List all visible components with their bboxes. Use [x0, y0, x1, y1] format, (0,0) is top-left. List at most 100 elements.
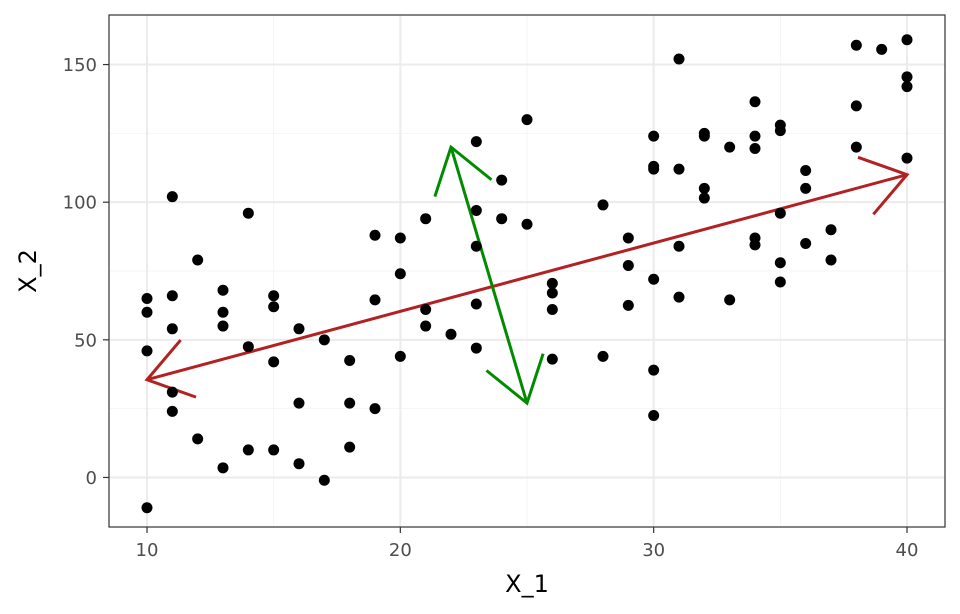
data-point [901, 71, 913, 83]
data-point [445, 328, 457, 340]
data-point [825, 254, 837, 266]
data-point [774, 125, 786, 137]
x-tick-label: 30 [642, 540, 665, 561]
y-axis: 0 50 100 150 [63, 55, 109, 489]
data-point [850, 39, 862, 51]
data-point [724, 141, 736, 153]
y-tick-label: 0 [86, 468, 97, 489]
y-tick-label: 50 [74, 330, 97, 351]
panel-border [108, 14, 946, 528]
data-point [698, 192, 710, 204]
data-point [622, 259, 634, 271]
x-tick-label: 10 [136, 540, 159, 561]
data-point [800, 165, 812, 177]
second-component-arrow [433, 144, 545, 406]
data-point [470, 298, 482, 310]
data-point [774, 207, 786, 219]
data-point [546, 277, 558, 289]
data-point [901, 81, 913, 93]
first-component-head-end [857, 155, 910, 216]
data-point [369, 294, 381, 306]
data-point [242, 341, 254, 353]
data-point [293, 323, 305, 335]
data-point [293, 397, 305, 409]
data-point [369, 229, 381, 241]
data-point [268, 301, 280, 313]
data-point [825, 224, 837, 236]
data-point [774, 276, 786, 288]
data-point [546, 353, 558, 365]
major-gridlines [109, 15, 945, 527]
second-component-head-start [433, 144, 493, 198]
data-point [521, 114, 533, 126]
data-point [166, 290, 178, 302]
data-point [166, 386, 178, 398]
data-point [496, 213, 508, 225]
data-point [242, 207, 254, 219]
data-point [318, 474, 330, 486]
data-point [698, 130, 710, 142]
data-point [192, 433, 204, 445]
data-point [141, 306, 153, 318]
data-point [394, 232, 406, 244]
data-point [344, 441, 356, 453]
data-point [774, 257, 786, 269]
data-point [622, 232, 634, 244]
data-point [141, 502, 153, 514]
data-point [648, 163, 660, 175]
data-point [141, 345, 153, 357]
y-tick-label: 150 [63, 55, 97, 76]
x-axis-title: X_1 [505, 570, 549, 598]
data-point [546, 304, 558, 316]
data-point [546, 287, 558, 299]
data-point [318, 334, 330, 346]
data-point [800, 182, 812, 194]
data-points [141, 34, 913, 514]
data-point [622, 299, 634, 311]
y-tick-label: 100 [63, 193, 97, 214]
data-point [673, 240, 685, 252]
data-point [470, 136, 482, 148]
data-point [597, 199, 609, 211]
data-point [470, 342, 482, 354]
y-axis-title: X_2 [14, 249, 42, 293]
data-point [394, 268, 406, 280]
data-point [850, 100, 862, 112]
data-point [521, 218, 533, 230]
data-point [749, 96, 761, 108]
data-point [268, 356, 280, 368]
data-point [242, 444, 254, 456]
data-point [673, 53, 685, 65]
data-point [268, 444, 280, 456]
data-point [166, 323, 178, 335]
data-point [293, 458, 305, 470]
data-point [648, 364, 660, 376]
data-point [800, 237, 812, 249]
data-point [698, 182, 710, 194]
data-point [420, 213, 432, 225]
data-point [141, 293, 153, 305]
data-point [344, 354, 356, 366]
data-point [420, 304, 432, 316]
x-tick-label: 20 [389, 540, 412, 561]
data-point [597, 350, 609, 362]
data-point [166, 191, 178, 203]
second-component-shaft [449, 146, 529, 404]
first-component-head-start [144, 339, 197, 399]
data-point [901, 34, 913, 46]
data-point [344, 397, 356, 409]
data-point [496, 174, 508, 186]
data-point [850, 141, 862, 153]
data-point [901, 152, 913, 164]
data-point [673, 291, 685, 303]
second-component-head-end [485, 353, 545, 406]
data-point [648, 410, 660, 422]
data-point [217, 462, 229, 474]
data-point [648, 130, 660, 142]
data-point [369, 403, 381, 415]
x-axis: 10 20 30 40 [136, 527, 918, 561]
data-point [470, 204, 482, 216]
data-point [749, 143, 761, 155]
data-point [420, 320, 432, 332]
